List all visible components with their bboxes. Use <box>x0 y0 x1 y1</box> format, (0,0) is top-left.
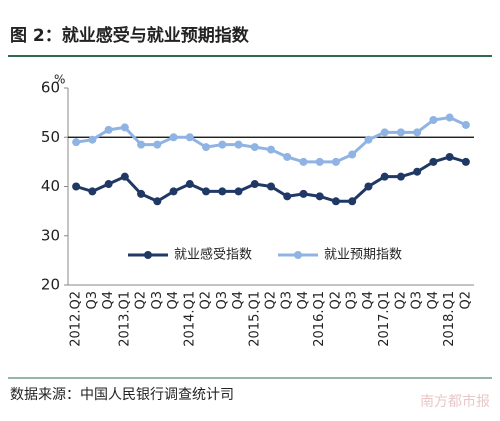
point <box>137 189 146 198</box>
point <box>283 152 292 161</box>
point <box>283 192 292 201</box>
point <box>72 182 81 191</box>
point <box>315 192 324 201</box>
point <box>348 197 357 206</box>
point <box>88 187 97 196</box>
x-tick-label: 2016.Q1 <box>312 291 327 347</box>
point <box>461 120 470 129</box>
point <box>88 135 97 144</box>
x-tick-label: Q4 <box>296 291 311 310</box>
point <box>72 138 81 147</box>
point <box>380 128 389 137</box>
point <box>153 140 162 149</box>
point <box>429 116 438 125</box>
point <box>267 145 275 154</box>
x-tick-label: Q2 <box>199 291 214 310</box>
point <box>234 187 243 196</box>
y-tick-label: 30 <box>41 226 60 244</box>
point <box>299 157 308 166</box>
x-tick-label: Q2 <box>393 291 408 310</box>
point <box>104 125 113 134</box>
x-tick-label: Q3 <box>410 291 425 310</box>
point <box>380 172 389 181</box>
point <box>120 123 129 132</box>
point <box>445 113 454 122</box>
y-unit: % <box>54 73 65 87</box>
x-tick-label: 2014.Q1 <box>182 291 197 347</box>
point <box>137 140 146 149</box>
point <box>396 128 405 137</box>
point <box>218 187 227 196</box>
point <box>267 182 275 191</box>
point <box>413 167 422 176</box>
point <box>104 180 113 189</box>
source: 数据来源：中国人民银行调查统计司 <box>10 387 234 403</box>
y-tick-label: 50 <box>41 128 60 146</box>
watermark: 南方都市报 <box>420 393 490 410</box>
point <box>364 135 373 144</box>
point <box>413 128 422 137</box>
x-tick-label: 2013.Q1 <box>117 291 132 347</box>
point <box>396 172 405 181</box>
y-tick-label: 20 <box>41 276 60 294</box>
x-tick-label: 2017.Q1 <box>377 291 392 347</box>
legend-label: 就业感受指数 <box>174 247 252 263</box>
point <box>315 157 324 166</box>
point <box>153 197 162 206</box>
series-line <box>75 155 467 203</box>
point <box>250 180 259 189</box>
x-tick-label: Q3 <box>345 291 360 310</box>
y-tick-label: 40 <box>41 177 60 195</box>
x-tick-label: Q3 <box>85 291 100 310</box>
x-tick-label: Q3 <box>150 291 165 310</box>
point <box>185 180 194 189</box>
legend-label: 就业预期指数 <box>324 248 402 263</box>
point <box>120 172 129 181</box>
point <box>299 189 308 198</box>
x-tick-label: Q4 <box>426 291 441 310</box>
legend-marker <box>144 251 152 259</box>
x-tick-label: Q3 <box>215 291 230 310</box>
point <box>331 157 340 166</box>
x-tick-label: Q2 <box>134 291 149 310</box>
x-tick-label: 2018.Q1 <box>442 291 457 347</box>
series-line <box>75 116 467 164</box>
x-tick-label: Q2 <box>458 291 473 310</box>
point <box>202 187 211 196</box>
x-tick-label: Q3 <box>280 291 295 310</box>
legend-marker <box>294 251 302 259</box>
x-tick-label: Q4 <box>101 291 116 310</box>
point <box>185 133 194 142</box>
x-tick-label: Q4 <box>166 291 181 310</box>
x-tick-label: Q4 <box>231 291 246 310</box>
x-tick-label: 2015.Q1 <box>247 291 262 347</box>
point <box>169 133 178 142</box>
point <box>445 152 454 161</box>
point <box>250 143 259 152</box>
chart-title: 图 2：就业感受与就业预期指数 <box>10 25 250 46</box>
point <box>218 140 227 149</box>
point <box>234 140 243 149</box>
point <box>169 187 178 196</box>
x-tick-label: 2012.Q2 <box>69 291 84 347</box>
point <box>331 197 340 206</box>
point <box>348 150 357 159</box>
point <box>429 157 438 166</box>
x-tick-label: Q4 <box>361 291 376 310</box>
x-tick-label: Q2 <box>264 291 279 310</box>
point <box>461 157 470 166</box>
point <box>364 182 373 191</box>
point <box>202 143 211 152</box>
y-tick-label: 60 <box>41 79 60 97</box>
x-tick-label: Q2 <box>328 291 343 310</box>
